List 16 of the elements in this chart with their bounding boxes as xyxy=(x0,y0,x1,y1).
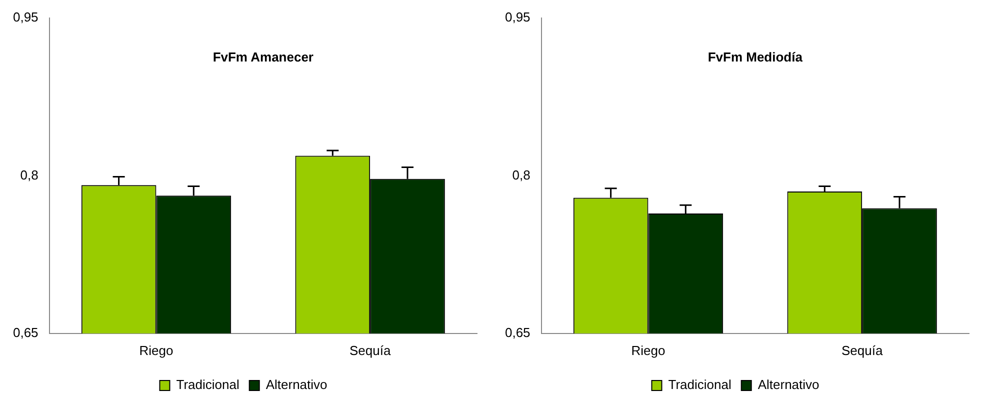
legend-label: Alternativo xyxy=(758,377,820,392)
legend-label: Tradicional xyxy=(668,377,732,392)
y-tick-label: 0,65 xyxy=(504,324,530,340)
x-tick-label: Riego xyxy=(631,342,666,358)
y-tick-label: 0,8 xyxy=(20,167,38,182)
text: FvFm Amanecer xyxy=(212,50,314,65)
x-tick-label: Sequía xyxy=(349,342,392,358)
text: FvFm Mediodía xyxy=(708,50,804,65)
legend-label: Tradicional xyxy=(176,377,240,392)
y-tick-label: 0,65 xyxy=(12,324,38,340)
y-tick-label: 0,95 xyxy=(504,10,530,25)
legend-label: Alternativo xyxy=(266,377,328,392)
x-tick-label: Riego xyxy=(139,342,174,358)
y-tick-label: 0,95 xyxy=(12,10,38,25)
y-tick-label: 0,8 xyxy=(512,167,530,182)
x-tick-label: Sequía xyxy=(841,342,884,358)
